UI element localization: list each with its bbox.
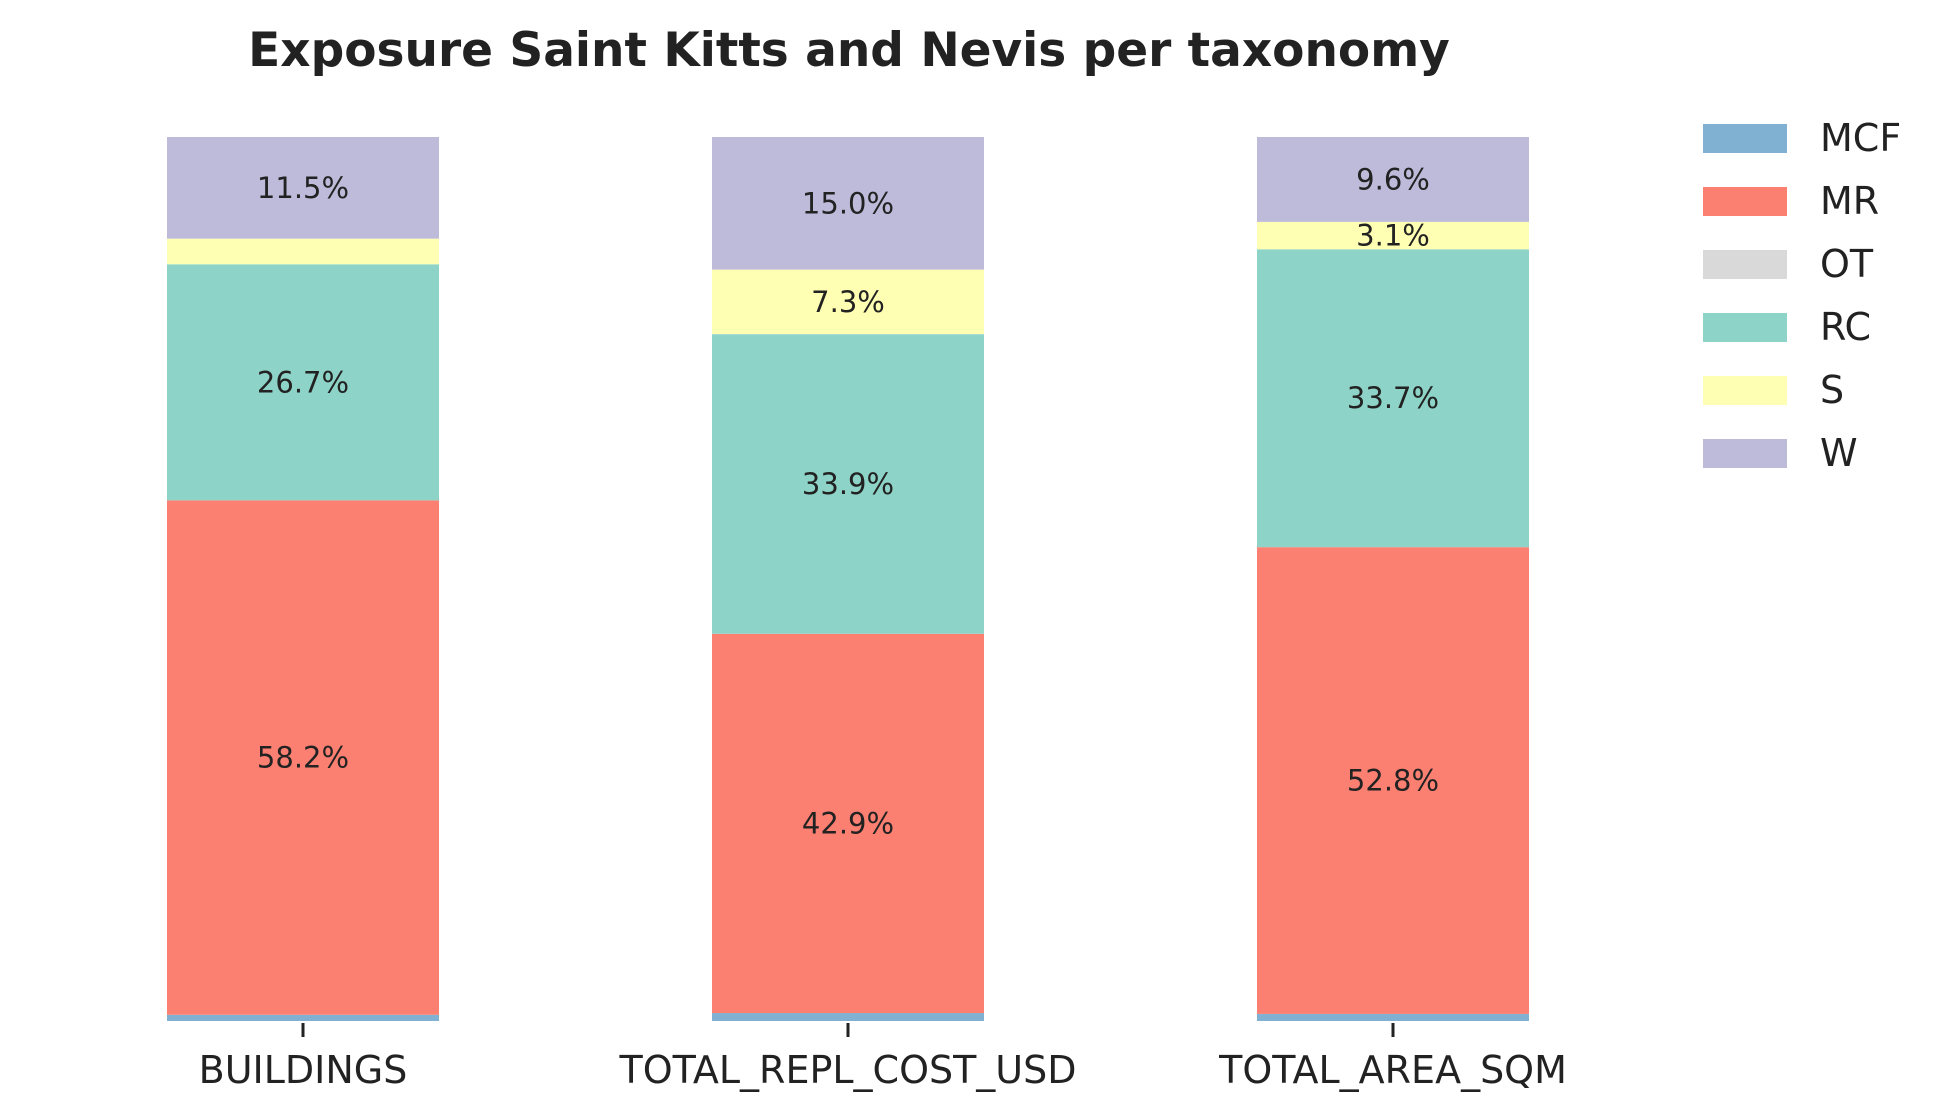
bar-segment-w-total-area-sqm	[1257, 137, 1529, 222]
data-label: 9.6%	[1356, 162, 1430, 196]
legend-label-s: S	[1820, 368, 1844, 412]
x-axis: BUILDINGS TOTAL_REPL_COST_USD TOTAL_AREA_S…	[199, 1023, 1567, 1092]
legend-swatch-rc	[1703, 313, 1787, 342]
plot-area: 58.2% 26.7% 11.5% 42.9% 33.9% 7.3% 15.0% 52.8% 3…	[167, 137, 1529, 1021]
legend-swatch-w	[1703, 439, 1787, 468]
bar-segment-s-total-repl-cost-usd	[712, 269, 984, 335]
data-label: 26.7%	[257, 365, 349, 399]
bar-segment-mcf-total-area-sqm	[1257, 1013, 1529, 1021]
chart-title: Exposure Saint Kitts and Nevis per taxon…	[248, 23, 1450, 78]
x-tick-label: BUILDINGS	[199, 1048, 408, 1092]
legend-label-ot: OT	[1820, 242, 1874, 286]
data-label: 42.9%	[802, 806, 894, 840]
legend-label-rc: RC	[1820, 305, 1871, 349]
legend-label-w: W	[1820, 431, 1858, 475]
bar-segment-mr-total-repl-cost-usd	[712, 633, 984, 1014]
legend: MCF MR OT RC SW	[1703, 116, 1901, 475]
data-label: 15.0%	[802, 186, 894, 220]
x-tick-label: TOTAL_REPL_COST_USD	[618, 1048, 1076, 1092]
data-label: 33.7%	[1347, 381, 1439, 415]
bar-segment-w-buildings	[167, 137, 439, 239]
legend-swatch-ot	[1703, 250, 1787, 279]
bar-segment-rc-total-repl-cost-usd	[712, 334, 984, 634]
bar-segment-s-buildings	[167, 238, 439, 265]
bar-segment-mr-buildings	[167, 500, 439, 1015]
data-label: 3.1%	[1356, 219, 1430, 253]
legend-swatch-mr	[1703, 187, 1787, 216]
bar-segment-mr-total-area-sqm	[1257, 547, 1529, 1014]
x-tick-label: TOTAL_AREA_SQM	[1218, 1048, 1567, 1092]
bar-segment-mcf-total-repl-cost-usd	[712, 1013, 984, 1021]
bar-segment-mcf-buildings	[167, 1014, 439, 1021]
data-label: 7.3%	[811, 285, 885, 319]
data-label: 11.5%	[257, 171, 349, 205]
bar-segment-w-total-repl-cost-usd	[712, 137, 984, 270]
data-label: 58.2%	[257, 741, 349, 775]
legend-swatch-s	[1703, 376, 1787, 405]
bar-segment-s-total-area-sqm	[1257, 221, 1529, 250]
legend-swatch-mcf	[1703, 124, 1787, 153]
legend-label-mr: MR	[1820, 179, 1879, 223]
bar-segment-rc-buildings	[167, 264, 439, 501]
bar-segment-rc-total-area-sqm	[1257, 249, 1529, 548]
legend-label-mcf: MCF	[1820, 116, 1901, 160]
data-label: 33.9%	[802, 467, 894, 501]
data-label: 52.8%	[1347, 764, 1439, 798]
